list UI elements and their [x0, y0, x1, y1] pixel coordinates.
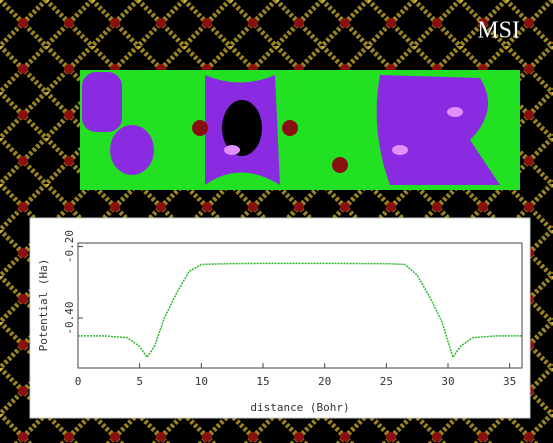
- logo: MSI: [477, 18, 520, 44]
- x-axis-label: distance (Bohr): [250, 401, 349, 414]
- y-tick-label: -0.40: [63, 301, 76, 334]
- x-tick-label: 0: [75, 375, 82, 388]
- x-tick-label: 5: [136, 375, 143, 388]
- figure: MSI distance (Bohr) Potential (Ha) 0 5 10 1…: [0, 0, 553, 443]
- y-axis-label: Potential (Ha): [37, 259, 50, 352]
- x-tick-label: 15: [256, 375, 269, 388]
- x-tick-label: 30: [441, 375, 454, 388]
- y-tick-label: -0.20: [63, 230, 76, 263]
- x-tick-label: 35: [503, 375, 516, 388]
- isosurface: [80, 70, 520, 190]
- plot-panel: [30, 218, 530, 418]
- x-tick-label: 20: [318, 375, 331, 388]
- x-tick-label: 10: [195, 375, 208, 388]
- x-tick-label: 25: [380, 375, 393, 388]
